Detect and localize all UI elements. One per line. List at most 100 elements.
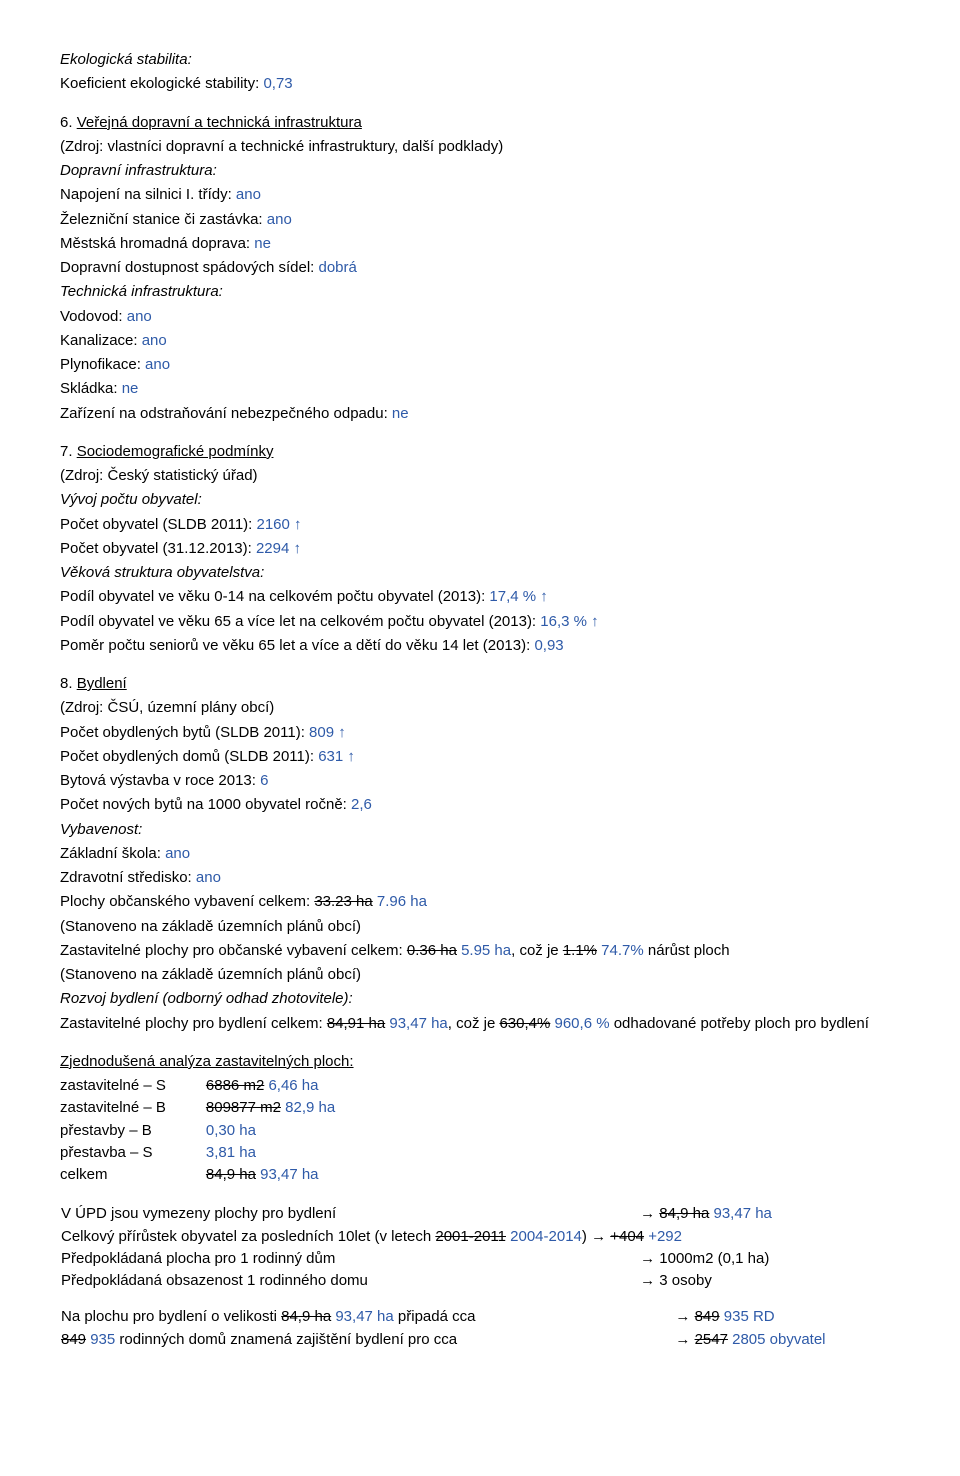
value: 2,6 [351, 796, 372, 813]
row-value: 3,81 ha [206, 1143, 375, 1165]
result-label: Předpokládaná obsazenost 1 rodinného dom… [60, 1270, 610, 1292]
table-row: celkem 84,9 ha 93,47 ha [60, 1165, 375, 1187]
tail: odhadované potřeby ploch pro bydlení [610, 1015, 869, 1032]
footer-value: → 849 935 RD [645, 1306, 900, 1328]
new-pct: 960,6 % [550, 1015, 609, 1032]
eco-coef-label: Koeficient ekologické stability: [60, 75, 263, 92]
table-row: přestavba – S 3,81 ha [60, 1143, 375, 1165]
value: 631 [318, 748, 355, 765]
s7-num: 7. [60, 443, 77, 460]
label: Skládka: [60, 380, 122, 397]
s8-note2: (Stanoveno na základě územních plánů obc… [60, 965, 900, 985]
table-row: přestavby – B 0,30 ha [60, 1121, 375, 1143]
s6-mhd: Městská hromadná doprava: ne [60, 234, 900, 254]
s8-zdrav: Zdravotní středisko: ano [60, 868, 900, 888]
s7-title: Sociodemografické podmínky [77, 443, 274, 460]
result-label: V ÚPD jsou vymezeny plochy pro bydlení [60, 1203, 610, 1225]
old-value: 84,9 ha [281, 1308, 331, 1325]
s8-zs: Základní škola: ano [60, 844, 900, 864]
row-value: 84,9 ha 93,47 ha [206, 1165, 375, 1187]
s8-byt2013: Bytová výstavba v roce 2013: 6 [60, 771, 900, 791]
new-value: 93,47 ha [331, 1308, 394, 1325]
new-value: 5.95 ha [457, 942, 511, 959]
row-label: celkem [60, 1165, 206, 1187]
s6-source: (Zdroj: vlastníci dopravní a technické i… [60, 137, 900, 157]
text-a: Na plochu pro bydlení o velikosti [61, 1308, 281, 1325]
label: Počet obyvatel (31.12.2013): [60, 540, 256, 557]
text-b: připadá cca [394, 1308, 476, 1325]
table-row: Na plochu pro bydlení o velikosti 84,9 h… [60, 1306, 900, 1328]
new-value: 6,46 ha [264, 1077, 318, 1094]
old-pct: 1.1% [563, 942, 597, 959]
eco-title: Ekologická stabilita: [60, 50, 900, 70]
label: Železniční stanice či zastávka: [60, 211, 267, 228]
footer-label: Na plochu pro bydlení o velikosti 84,9 h… [60, 1306, 645, 1328]
s6-ti-title: Technická infrastruktura: [60, 282, 900, 302]
arrow-icon: → [675, 1308, 694, 1325]
old-value: 0.36 ha [407, 942, 457, 959]
analysis-heading: Zjednodušená analýza zastavitelných ploc… [60, 1052, 900, 1072]
table-row: 849 935 rodinných domů znamená zajištění… [60, 1329, 900, 1351]
new-value: 82,9 ha [281, 1099, 335, 1116]
s8-zastbyd: Zastavitelné plochy pro bydlení celkem: … [60, 1014, 900, 1034]
value: ano [145, 356, 170, 373]
row-label: přestavba – S [60, 1143, 206, 1165]
s8-nove: Počet nových bytů na 1000 obyvatel ročně… [60, 795, 900, 815]
s8-byty: Počet obydlených bytů (SLDB 2011): 809 [60, 723, 900, 743]
value: 0,93 [534, 637, 563, 654]
new-years: 2004-2014 [506, 1228, 582, 1245]
label-b: ) [582, 1228, 591, 1245]
value: ne [392, 405, 409, 422]
label: Vodovod: [60, 308, 127, 325]
old-value: 849 [61, 1331, 86, 1348]
mid: , což je [448, 1015, 500, 1032]
label-a: Celkový přírůstek obyvatel za posledních… [61, 1228, 435, 1245]
old-years: 2001-2011 [435, 1228, 506, 1245]
analysis-table: zastavitelné – S 6886 m2 6,46 ha zastavi… [60, 1076, 375, 1187]
s8-vyb: Vybavenost: [60, 820, 900, 840]
row-value: 809877 m2 82,9 ha [206, 1098, 375, 1120]
label: Počet obydlených bytů (SLDB 2011): [60, 724, 309, 741]
result-value: → 1000m2 (0,1 ha) [610, 1248, 900, 1270]
result-label: Předpokládaná plocha pro 1 rodinný dům [60, 1248, 610, 1270]
result-value: → 84,9 ha 93,47 ha [610, 1203, 900, 1225]
s7-source: (Zdroj: Český statistický úřad) [60, 466, 900, 486]
s6-odpad: Zařízení na odstraňování nebezpečného od… [60, 404, 900, 424]
new-value: 2805 obyvatel [728, 1331, 826, 1348]
label: Zdravotní středisko: [60, 869, 196, 886]
value: ne [254, 235, 271, 252]
old-value: 6886 m2 [206, 1077, 264, 1094]
value: 6 [260, 772, 268, 789]
value: dobrá [319, 259, 357, 276]
old-value: 849 [695, 1308, 720, 1325]
s7-pomer: Poměr počtu seniorů ve věku 65 let a víc… [60, 636, 900, 656]
value: 2160 [257, 516, 302, 533]
new-value: 7.96 ha [373, 893, 427, 910]
table-row: Předpokládaná obsazenost 1 rodinného dom… [60, 1270, 900, 1292]
s8-num: 8. [60, 675, 77, 692]
label: Počet obyvatel (SLDB 2011): [60, 516, 257, 533]
label: Dopravní dostupnost spádových sídel: [60, 259, 319, 276]
label: Městská hromadná doprava: [60, 235, 254, 252]
s7-voo: Vývoj počtu obyvatel: [60, 490, 900, 510]
label: Poměr počtu seniorů ve věku 65 let a víc… [60, 637, 534, 654]
table-row: zastavitelné – S 6886 m2 6,46 ha [60, 1076, 375, 1098]
result-inline: Celkový přírůstek obyvatel za posledních… [60, 1226, 900, 1248]
table-row: Předpokládaná plocha pro 1 rodinný dům →… [60, 1248, 900, 1270]
arrow-icon: → [675, 1331, 694, 1348]
new-value: 93,47 ha [709, 1205, 772, 1222]
s6-skladka: Skládka: ne [60, 379, 900, 399]
table-row: Celkový přírůstek obyvatel za posledních… [60, 1226, 900, 1248]
value: ano [165, 845, 190, 862]
label: Kanalizace: [60, 332, 142, 349]
old-value: 809877 m2 [206, 1099, 281, 1116]
value: ano [236, 186, 261, 203]
s7-p65: Podíl obyvatel ve věku 65 a více let na … [60, 612, 900, 632]
label: Plochy občanského vybavení celkem: [60, 893, 314, 910]
s7-heading: 7. Sociodemografické podmínky [60, 442, 900, 462]
new-pct: 74.7% [597, 942, 644, 959]
row-value: 6886 m2 6,46 ha [206, 1076, 375, 1098]
value: ne [122, 380, 139, 397]
value: ano [267, 211, 292, 228]
s6-di-title: Dopravní infrastruktura: [60, 161, 900, 181]
